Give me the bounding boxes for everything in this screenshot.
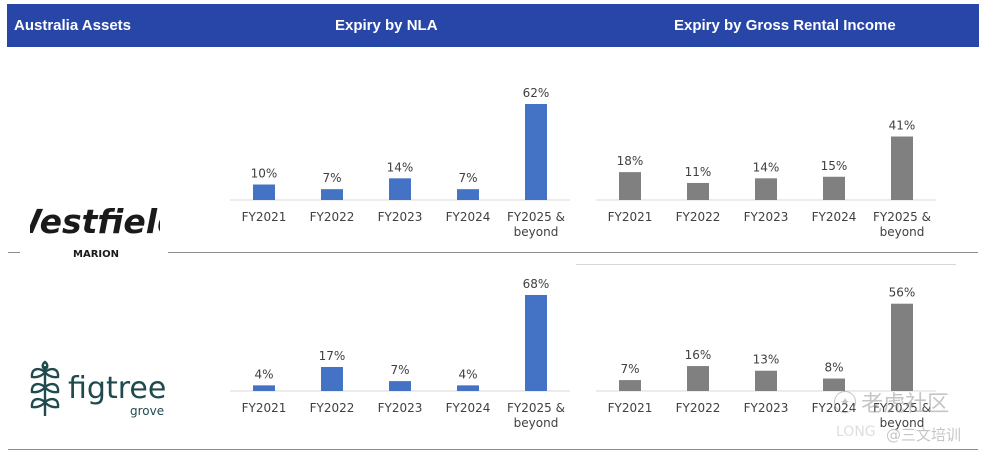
category-label: FY2023: [744, 210, 789, 224]
header-expiry-nla: Expiry by NLA: [335, 17, 438, 34]
marion-label: MARION: [73, 249, 119, 260]
bar-fy2021: [619, 380, 641, 391]
figtree-gri-chart: 7%FY202116%FY202213%FY20238%FY202456%FY2…: [596, 286, 936, 430]
category-label: FY2022: [310, 210, 355, 224]
category-label: FY2022: [310, 401, 355, 415]
westfield-wordmark: Westfield: [30, 202, 160, 241]
header-expiry-gri: Expiry by Gross Rental Income: [674, 17, 896, 34]
category-label: FY2024: [446, 210, 491, 224]
category-label: FY2023: [744, 401, 789, 415]
data-label: 11%: [685, 165, 712, 179]
category-label: FY2025 &: [873, 401, 931, 415]
westfield-nla-chart: 10% FY2021 7% FY2022 14% FY2023 7% FY2024 62% FY2…: [230, 86, 570, 239]
row-divider-left-stub: [8, 252, 20, 253]
data-label: 18%: [617, 154, 644, 168]
data-label: 17%: [319, 349, 346, 363]
data-label: 15%: [821, 159, 848, 173]
bar-fy2025-beyond: [891, 136, 913, 200]
data-label: 13%: [753, 353, 780, 367]
paw-icon: ✦: [834, 391, 856, 413]
category-label: beyond: [880, 416, 925, 430]
bar-fy2025-beyond: [525, 295, 547, 391]
westfield-marion-logo: Westfield MARION: [5, 195, 181, 265]
category-label: FY2021: [608, 210, 653, 224]
category-label: beyond: [880, 225, 925, 239]
bar-fy2021: [253, 385, 275, 391]
bar-fy2025-beyond: [891, 303, 913, 391]
data-label: 7%: [322, 171, 341, 185]
data-label: 4%: [254, 367, 273, 381]
figtree-nla-chart: 4% FY2021 17% FY2022 7% FY2023 4% FY2024 68% FY20…: [230, 277, 570, 430]
data-label: 56%: [889, 286, 916, 300]
category-label: FY2022: [676, 210, 721, 224]
category-label: FY2025 &: [507, 210, 565, 224]
westfield-logo-icon: Westfield MARION: [5, 202, 181, 260]
data-label: 7%: [620, 362, 639, 376]
data-label: 16%: [685, 348, 712, 362]
category-label: FY2023: [378, 401, 423, 415]
data-label: 7%: [390, 363, 409, 377]
category-label: FY2023: [378, 210, 423, 224]
category-label: FY2021: [242, 210, 287, 224]
bar-fy2022: [687, 182, 709, 200]
data-label: 4%: [458, 367, 477, 381]
watermark: ✦ 老虎社区: [834, 386, 949, 418]
figtree-grove-logo: figtree grove: [24, 358, 174, 420]
category-label: beyond: [514, 416, 559, 430]
watermark-line1: 老虎社区: [861, 392, 950, 417]
data-label: 68%: [523, 277, 550, 291]
bar-fy2023: [755, 178, 777, 200]
category-label: FY2024: [812, 210, 857, 224]
bar-fy2021: [253, 184, 275, 200]
bar-fy2024: [457, 189, 479, 200]
category-label: FY2022: [676, 401, 721, 415]
bar-fy2023: [755, 370, 777, 391]
chart-top-border: [576, 264, 956, 265]
data-label: 41%: [889, 119, 916, 133]
bar-fy2022: [321, 367, 343, 391]
bar-fy2022: [321, 189, 343, 200]
bar-fy2021: [619, 172, 641, 200]
data-label: 14%: [753, 160, 780, 174]
category-label: FY2025 &: [507, 401, 565, 415]
category-label: FY2025 &: [873, 210, 931, 224]
category-label: FY2024: [446, 401, 491, 415]
bar-fy2023: [389, 381, 411, 391]
data-label: 10%: [251, 167, 278, 181]
data-label: 62%: [523, 86, 550, 100]
data-label: 7%: [458, 171, 477, 185]
bar-fy2023: [389, 178, 411, 200]
bar-fy2022: [687, 366, 709, 391]
figtree-wordmark: figtree: [68, 371, 166, 406]
grove-label: grove: [130, 404, 164, 418]
data-label: 8%: [824, 361, 843, 375]
category-label: beyond: [514, 225, 559, 239]
watermark-faint: LONG: [836, 424, 876, 440]
row-divider: [168, 252, 978, 253]
figtree-leaf-icon: figtree grove: [30, 360, 166, 418]
bar-fy2024: [823, 378, 845, 391]
category-label: FY2021: [242, 401, 287, 415]
data-label: 14%: [387, 160, 414, 174]
bottom-divider: [8, 449, 978, 450]
bar-fy2025-beyond: [525, 104, 547, 200]
header-bar: Australia Assets Expiry by NLA Expiry by…: [7, 4, 979, 47]
category-label: FY2021: [608, 401, 653, 415]
westfield-gri-chart: 18% FY2021 11% FY2022 14% FY2023 15% FY2024 41% F…: [596, 119, 936, 239]
header-australia-assets: Australia Assets: [14, 17, 131, 34]
bar-fy2024: [457, 385, 479, 391]
bar-fy2024: [823, 176, 845, 200]
watermark-line2: @三文培训: [886, 426, 962, 444]
